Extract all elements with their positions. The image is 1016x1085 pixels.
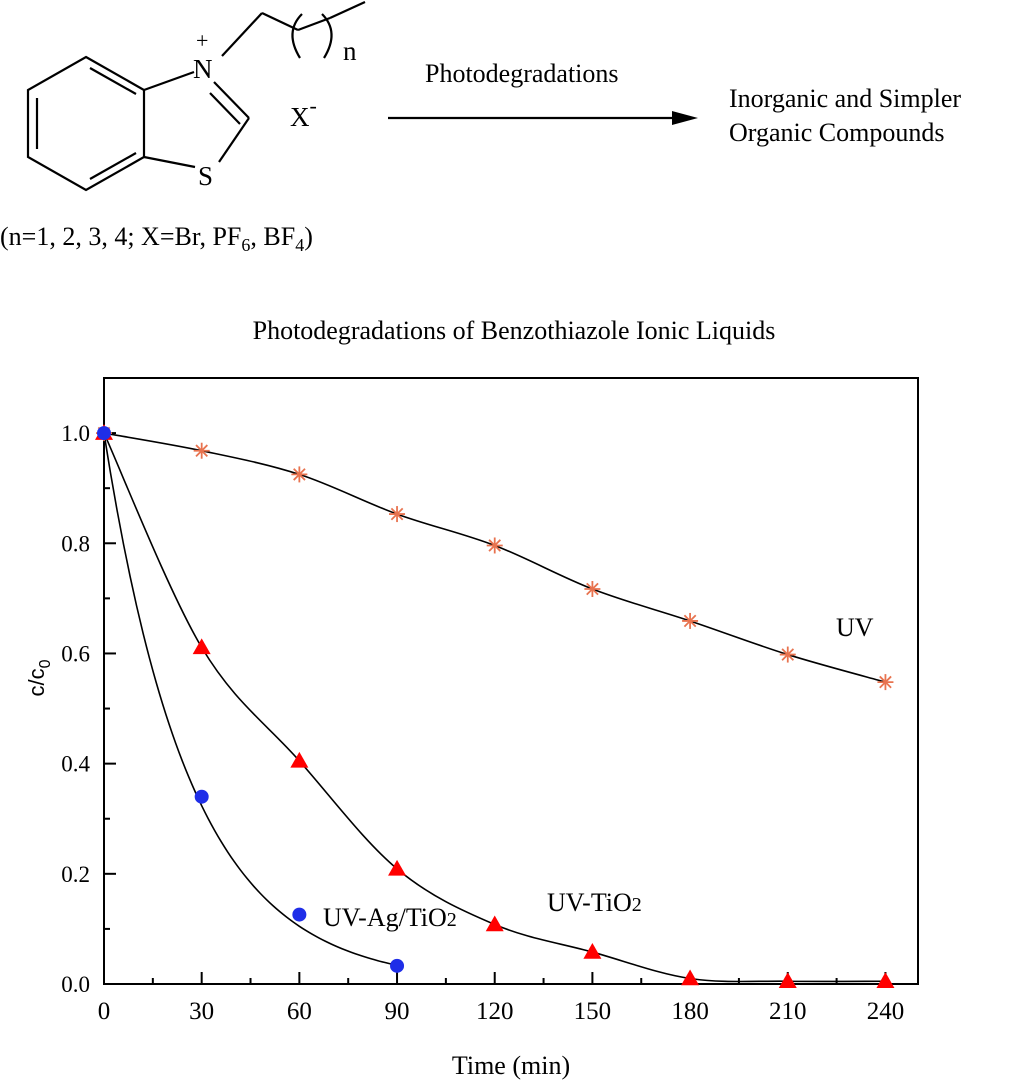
fit-curve-uv — [103, 432, 886, 683]
benzene-ring — [26, 55, 146, 192]
atom-s-label: S — [198, 161, 213, 191]
bond-s-c — [143, 155, 196, 169]
conditions-label: (n=1, 2, 3, 4; X=Br, PF6, BF4) — [0, 222, 313, 255]
repeat-bracket-right — [321, 13, 333, 59]
counterion-label: X- — [290, 93, 317, 132]
fit-curves — [103, 432, 886, 983]
y-axis-tick-labels: 0.0 0.2 0.4 0.6 0.8 1.0 — [61, 421, 90, 997]
bond-n-c2 — [213, 81, 250, 119]
x-tick-label: 180 — [671, 998, 709, 1025]
data-point-uv-tio2 — [876, 972, 895, 988]
atom-n-label: N — [193, 54, 213, 84]
data-markers — [95, 424, 895, 988]
products-line-1: Inorganic and Simpler — [729, 84, 961, 113]
series-label-uv-ag-tio2: UV-Ag/TiO2 — [323, 903, 457, 932]
reaction-arrowhead — [672, 111, 698, 125]
bond-c-n — [143, 70, 195, 92]
y-axis-label: c/c0 — [24, 659, 54, 696]
data-point-uv-tio2 — [485, 915, 504, 932]
x-tick-label: 240 — [867, 998, 905, 1025]
scheme-labels: + N S n X- Photodegradations Inorganic a… — [0, 28, 961, 255]
data-point-uv — [389, 506, 406, 523]
arrow-label: Photodegradations — [425, 59, 619, 88]
x-tick-label: 90 — [385, 998, 410, 1025]
data-point-uv-tio2 — [290, 751, 309, 768]
benzene-inner-bond-1 — [89, 67, 137, 95]
series-label-uv: UV — [836, 613, 874, 642]
bond-c2-s — [218, 117, 250, 163]
y-tick-label: 0.0 — [61, 972, 90, 997]
data-point-uv-tio2 — [778, 972, 797, 988]
fit-curve-uv-ag-tio2 — [103, 432, 398, 967]
y-tick-label: 1.0 — [61, 421, 90, 446]
data-point-uv — [682, 612, 699, 629]
x-tick-label: 210 — [769, 998, 807, 1025]
data-point-uv — [779, 646, 796, 663]
bond-chain-2 — [261, 12, 299, 31]
data-point-uv-ag-tio2 — [292, 907, 307, 922]
y-tick-label: 0.8 — [61, 531, 90, 556]
fit-curve-uv-tio2 — [103, 432, 886, 983]
data-point-uv-ag-tio2 — [390, 958, 405, 973]
data-point-uv — [584, 580, 601, 597]
repeat-n-label: n — [343, 36, 357, 66]
plot-frame — [103, 377, 919, 985]
data-point-uv — [193, 442, 210, 459]
x-tick-label: 0 — [98, 998, 111, 1025]
benzene-inner-bond-2 — [89, 152, 137, 180]
y-tick-label: 0.2 — [61, 862, 90, 887]
data-point-uv — [486, 537, 503, 554]
x-tick-label: 120 — [476, 998, 514, 1025]
series-label-uv-tio2: UV-TiO2 — [547, 888, 642, 917]
data-point-uv — [291, 466, 308, 483]
data-point-uv-tio2 — [388, 859, 407, 876]
x-axis-tick-labels: 0 30 60 90 120 150 180 210 240 — [98, 998, 904, 1025]
y-tick-label: 0.4 — [61, 752, 90, 777]
x-tick-label: 150 — [574, 998, 612, 1025]
chart-title: Photodegradations of Benzothiazole Ionic… — [253, 316, 776, 345]
x-tick-label: 30 — [189, 998, 214, 1025]
bond-n-c2-double — [209, 92, 241, 125]
data-point-uv-tio2 — [192, 638, 211, 655]
x-tick-label: 60 — [287, 998, 312, 1025]
data-point-uv-ag-tio2 — [97, 426, 111, 441]
data-point-uv-tio2 — [583, 943, 602, 959]
y-axis-ticks — [104, 377, 116, 985]
bond-chain-3 — [297, 16, 331, 32]
y-tick-label: 0.6 — [61, 641, 90, 666]
x-axis-label: Time (min) — [452, 1051, 570, 1080]
bond-n-chain — [221, 12, 263, 57]
products-line-2: Organic Compounds — [729, 118, 944, 147]
reaction-scheme — [26, 0, 698, 192]
x-axis-ticks — [103, 972, 887, 984]
charge-plus: + — [196, 28, 208, 53]
data-point-uv-ag-tio2 — [194, 789, 209, 804]
repeat-bracket-left — [291, 13, 303, 59]
charge-minus: - — [310, 93, 317, 118]
bond-chain-4 — [329, 0, 366, 20]
data-point-uv-tio2 — [681, 969, 700, 986]
data-point-uv — [877, 674, 894, 691]
